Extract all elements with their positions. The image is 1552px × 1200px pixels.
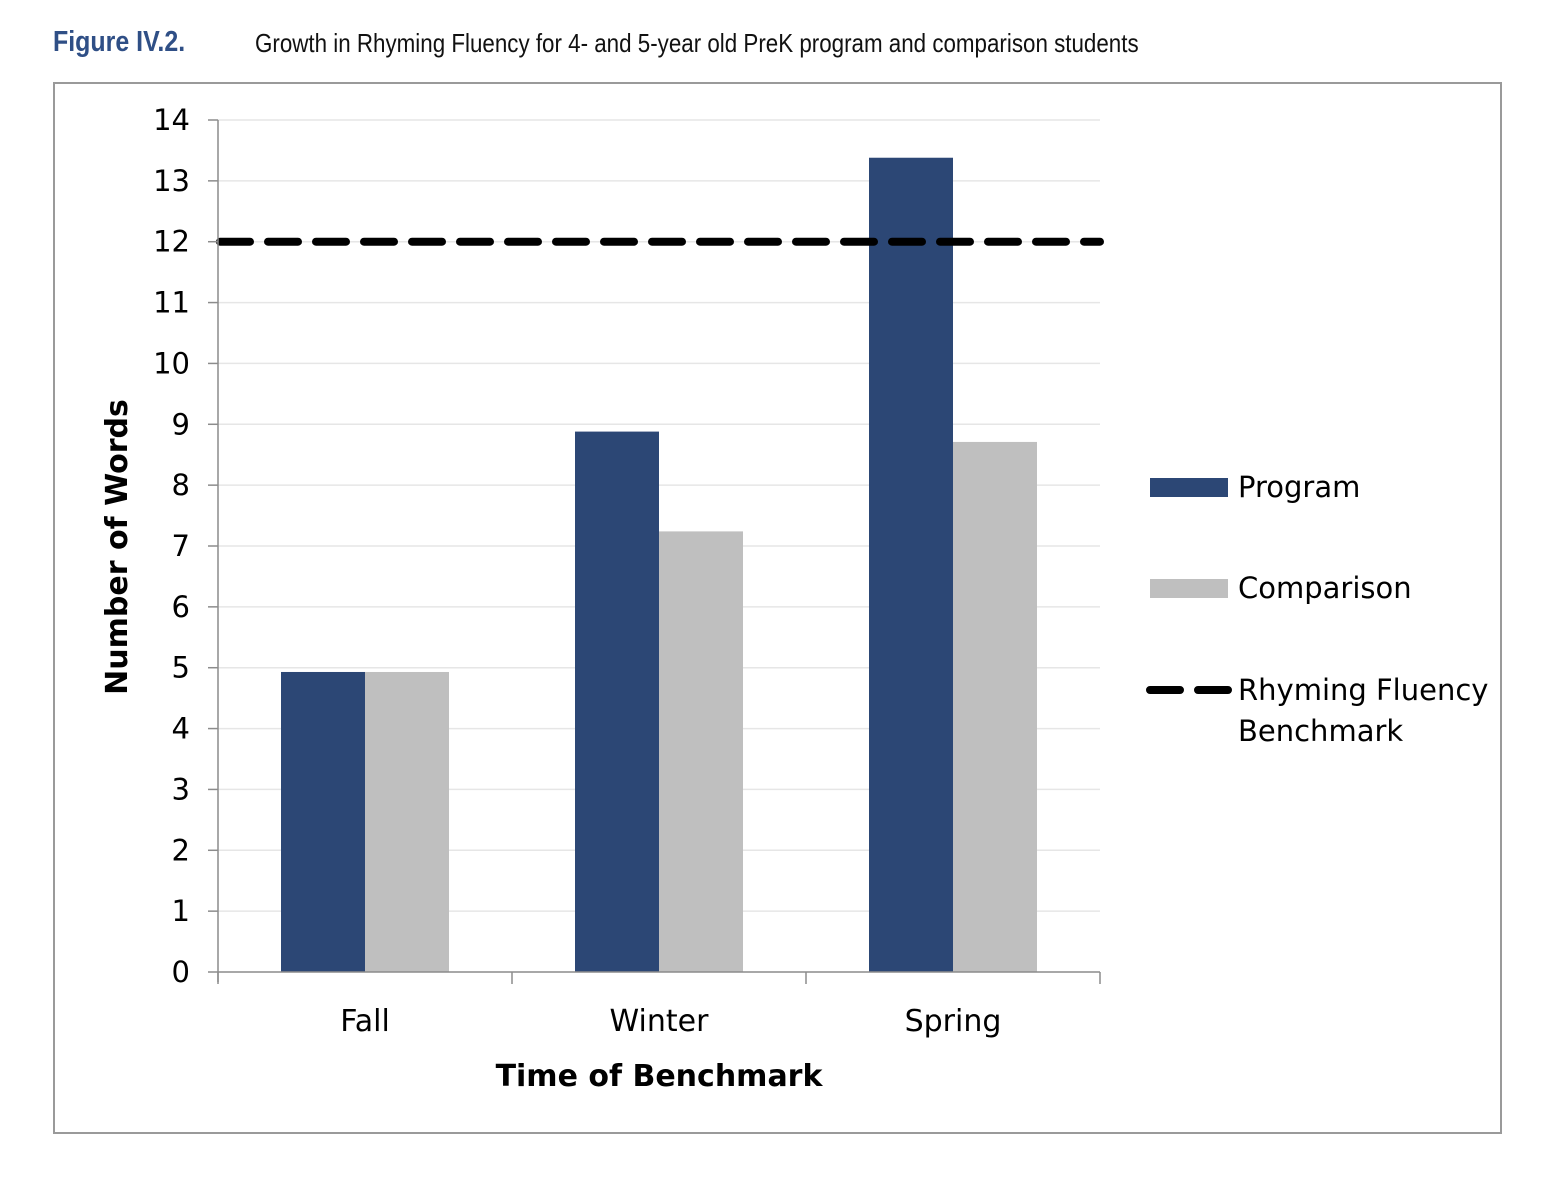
y-tick-label: 13 <box>153 164 190 198</box>
x-tick-label-spring: Spring <box>905 1004 1002 1039</box>
legend: Program Comparison Rhyming Fluency Bench… <box>1146 470 1488 748</box>
y-tick-label: 10 <box>153 346 190 380</box>
legend-label-benchmark-line2: Benchmark <box>1238 714 1403 748</box>
legend-label-comparison: Comparison <box>1238 571 1412 605</box>
figure-title: Growth in Rhyming Fluency for 4- and 5-y… <box>255 28 1139 58</box>
legend-label-benchmark-line1: Rhyming Fluency <box>1238 673 1488 707</box>
x-axis-title: Time of Benchmark <box>496 1059 824 1094</box>
y-tick-label: 5 <box>172 651 190 685</box>
y-tick-label: 14 <box>153 103 190 137</box>
y-tick-label: 0 <box>172 955 190 989</box>
bar-comparison-spring <box>953 441 1037 972</box>
bar-program-fall <box>281 671 365 972</box>
bar-comparison-fall <box>365 671 449 972</box>
y-tick-label: 9 <box>172 407 190 441</box>
y-tick-label: 11 <box>153 286 190 320</box>
bar-program-winter <box>575 431 659 972</box>
y-tick-label: 8 <box>172 468 190 502</box>
y-tick-label: 12 <box>153 225 190 259</box>
legend-label-program: Program <box>1238 470 1360 504</box>
x-tick-label-fall: Fall <box>340 1004 390 1039</box>
chart-frame <box>53 82 1502 1134</box>
y-tick-label: 4 <box>172 712 190 746</box>
y-axis-title: Number of Words <box>100 399 135 695</box>
y-tick-label: 2 <box>172 833 190 867</box>
y-tick-label: 1 <box>172 894 190 928</box>
bars <box>281 157 1037 972</box>
figure-label: Figure IV.2. <box>53 26 186 58</box>
x-tick-label-winter: Winter <box>610 1004 710 1039</box>
bar-program-spring <box>869 157 953 972</box>
bar-comparison-winter <box>659 531 743 972</box>
legend-swatch-program <box>1150 478 1228 497</box>
y-tick-label: 6 <box>172 590 190 624</box>
axes <box>208 119 1101 984</box>
y-tick-label: 3 <box>172 772 190 806</box>
y-tick-label: 7 <box>172 529 190 563</box>
legend-swatch-comparison <box>1150 579 1228 598</box>
